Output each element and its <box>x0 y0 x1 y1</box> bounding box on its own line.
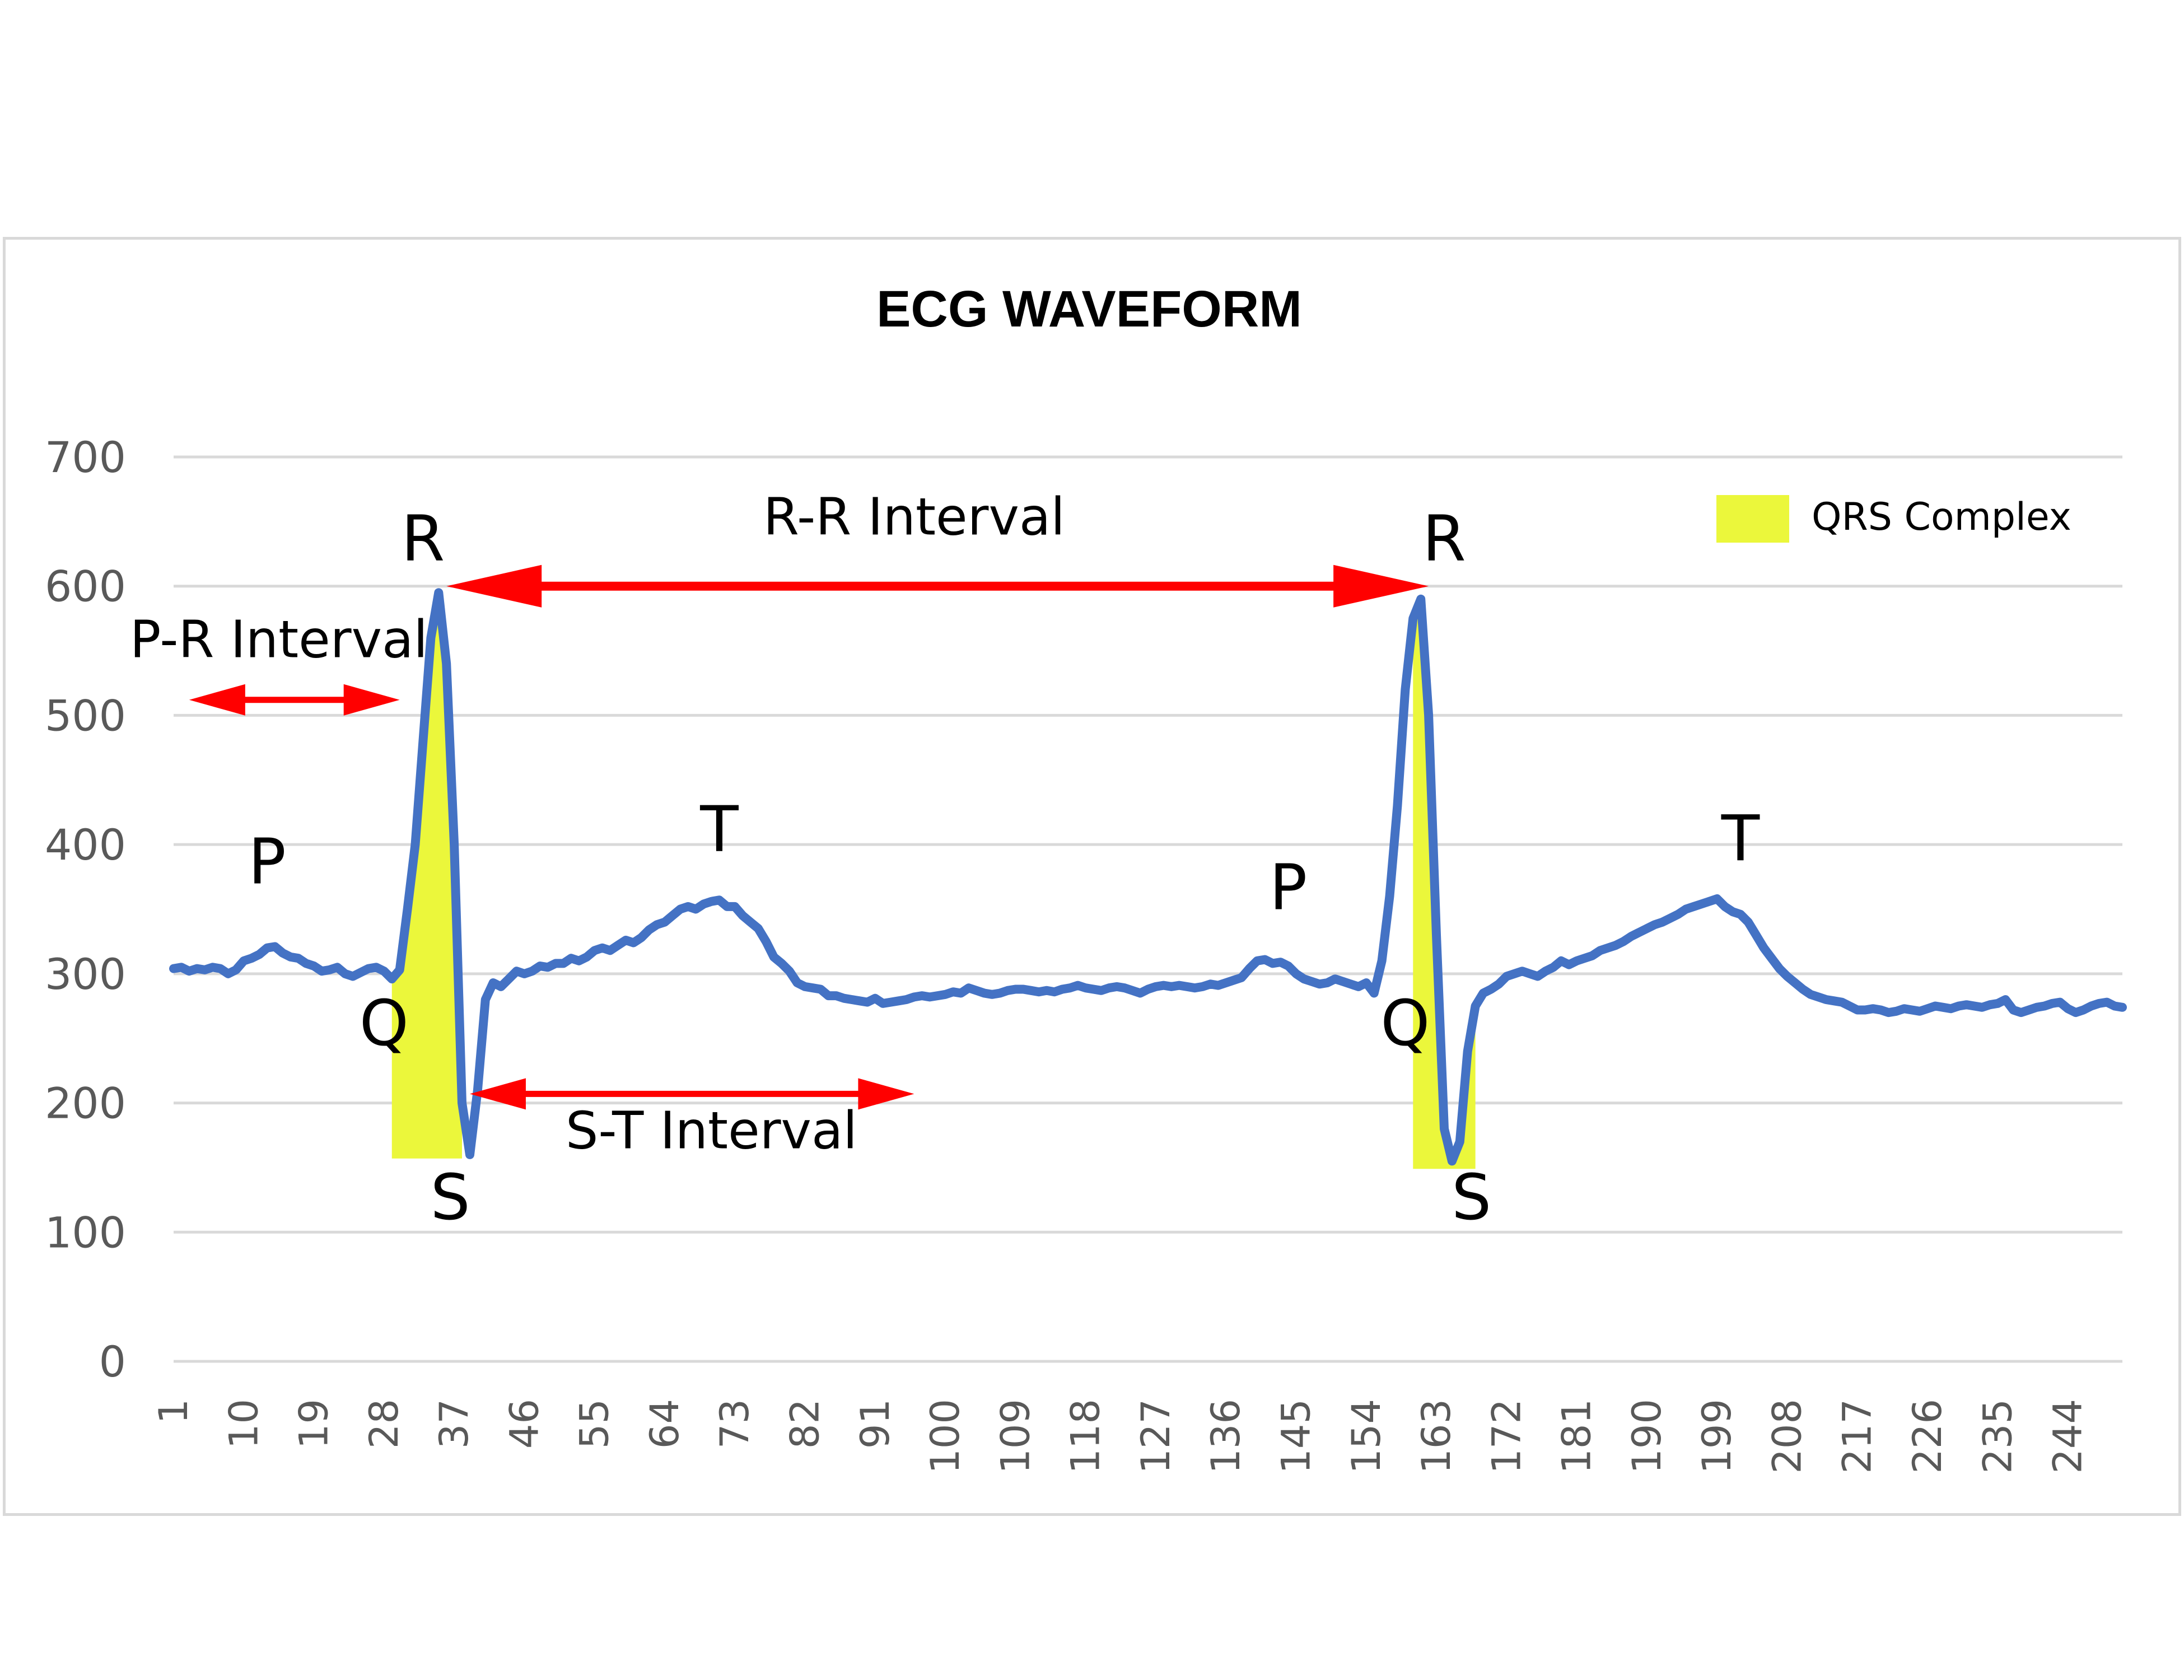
x-axis-ticks: 1 10 19 28 37 46 55 64 73 82 91 100 109 118 127 136 145 1… <box>151 1399 2091 1474</box>
interval-labels: P-R Interval R-R Interval S-T Interval <box>130 487 1065 1160</box>
qrs-shaded-region <box>391 592 463 1159</box>
wave-label-t: T <box>699 794 739 866</box>
wave-label-q: Q <box>1380 987 1430 1060</box>
x-tick-label: 1 <box>151 1399 197 1424</box>
x-tick-label: 109 <box>992 1399 1038 1474</box>
wave-labels: P R Q S T P R Q S T <box>248 503 1760 1235</box>
y-axis-ticks: 0 100 200 300 400 500 600 700 <box>45 432 126 1387</box>
y-tick-label: 500 <box>45 690 126 740</box>
x-tick-label: 19 <box>291 1399 337 1449</box>
x-tick-label: 190 <box>1624 1399 1670 1474</box>
wave-label-p: P <box>1270 852 1308 925</box>
x-tick-label: 163 <box>1413 1399 1459 1474</box>
wave-label-s: S <box>431 1161 470 1234</box>
x-tick-label: 208 <box>1764 1399 1810 1474</box>
x-tick-label: 181 <box>1554 1399 1600 1474</box>
legend-swatch <box>1716 495 1789 543</box>
qrs-shading <box>391 592 1476 1169</box>
interval-arrows <box>189 564 1429 1110</box>
x-tick-label: 82 <box>782 1399 828 1449</box>
legend-label: QRS Complex <box>1812 495 2071 539</box>
x-tick-label: 73 <box>712 1399 758 1449</box>
x-tick-label: 64 <box>642 1399 688 1449</box>
interval-label: R-R Interval <box>763 487 1065 547</box>
x-tick-label: 217 <box>1835 1399 1880 1474</box>
y-tick-label: 200 <box>45 1079 126 1128</box>
wave-label-r: R <box>1422 503 1466 576</box>
x-tick-label: 145 <box>1273 1399 1319 1474</box>
y-tick-label: 100 <box>45 1207 126 1257</box>
x-tick-label: 100 <box>922 1399 968 1474</box>
interval-arrowhead-right <box>858 1078 914 1110</box>
x-tick-label: 199 <box>1694 1399 1740 1474</box>
wave-label-t: T <box>1721 802 1760 875</box>
chart-title: ECG WAVEFORM <box>876 281 1302 338</box>
y-tick-label: 0 <box>99 1337 126 1387</box>
x-tick-label: 91 <box>852 1399 898 1449</box>
interval-arrowhead-right <box>1333 564 1429 608</box>
interval-label: S-T Interval <box>566 1100 857 1160</box>
wave-label-r: R <box>402 503 445 576</box>
x-tick-label: 118 <box>1063 1399 1109 1474</box>
x-tick-label: 172 <box>1483 1399 1529 1474</box>
x-tick-label: 244 <box>2045 1399 2091 1474</box>
interval-arrowhead-left <box>469 1078 526 1110</box>
y-tick-label: 700 <box>45 432 126 482</box>
interval-arrowhead-left <box>446 564 542 608</box>
y-tick-label: 400 <box>45 820 126 870</box>
legend: QRS Complex <box>1716 495 2071 543</box>
chart-frame: 0 100 200 300 400 500 600 700 1 10 19 28 37 46 55 64 73… <box>3 237 2181 1516</box>
ecg-series-line <box>169 588 2127 1166</box>
wave-label-p: P <box>248 825 286 898</box>
x-tick-label: 136 <box>1203 1399 1249 1474</box>
wave-label-q: Q <box>360 987 409 1060</box>
x-tick-label: 46 <box>501 1399 547 1449</box>
x-tick-label: 235 <box>1975 1399 2020 1474</box>
wave-label-s: S <box>1452 1161 1491 1234</box>
interval-arrowhead-left <box>189 684 245 716</box>
x-tick-label: 226 <box>1905 1399 1950 1474</box>
interval-arrowhead-right <box>343 684 400 716</box>
y-tick-label: 300 <box>45 949 126 999</box>
y-tick-label: 600 <box>45 562 126 612</box>
x-tick-label: 55 <box>572 1399 618 1449</box>
interval-label: P-R Interval <box>130 610 428 670</box>
ecg-chart: 0 100 200 300 400 500 600 700 1 10 19 28 37 46 55 64 73… <box>45 281 2127 1474</box>
x-tick-label: 28 <box>361 1399 407 1449</box>
x-tick-label: 10 <box>221 1399 267 1449</box>
x-tick-label: 37 <box>431 1399 477 1449</box>
x-tick-label: 127 <box>1133 1399 1179 1474</box>
x-tick-label: 154 <box>1343 1399 1389 1474</box>
